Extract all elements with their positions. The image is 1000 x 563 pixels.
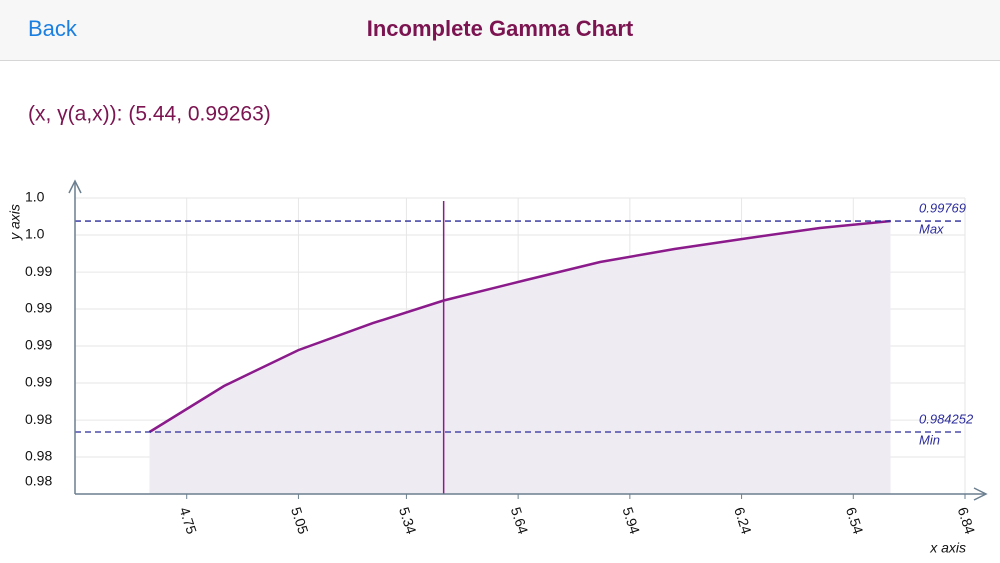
x-axis-title: x axis	[929, 540, 966, 556]
ref-label: Min	[919, 432, 940, 447]
back-button[interactable]: Back	[28, 16, 78, 41]
ref-label: Max	[919, 222, 944, 237]
ref-value: 0.984252	[919, 411, 974, 426]
x-tick-label: 5.94	[619, 505, 643, 536]
x-arrow	[973, 487, 988, 501]
y-tick-label: 1.0	[25, 189, 45, 205]
ref-value: 0.99769	[919, 201, 966, 216]
y-arrow	[68, 179, 82, 194]
nav-bar	[0, 0, 1000, 60]
y-tick-label: 1.0	[25, 226, 45, 242]
area	[149, 221, 891, 494]
y-tick-label: 0.99	[25, 374, 52, 390]
y-tick-label: 0.98	[25, 448, 52, 464]
x-tick-label: 4.75	[176, 505, 200, 536]
line	[148, 219, 891, 434]
y-tick-label: 0.99	[25, 337, 52, 353]
x-tick-label: 5.64	[508, 505, 532, 536]
x-tick-label: 6.24	[731, 505, 755, 536]
y-axis-title: y axis	[7, 204, 23, 241]
x-tick-label: 5.34	[396, 505, 420, 536]
y-tick-label: 0.98	[25, 411, 52, 427]
readout: (x, γ(a,x)): (5.44, 0.99263)	[28, 103, 271, 126]
x-tick-label: 5.05	[288, 505, 312, 536]
x-tick-label: 6.54	[843, 505, 867, 536]
y-tick-label: 0.99	[25, 300, 52, 316]
nav-title: Incomplete Gamma Chart	[367, 16, 634, 41]
y-tick-label: 0.98	[25, 473, 52, 489]
x-tick-label: 6.84	[955, 505, 979, 536]
y-tick-label: 0.99	[25, 263, 52, 279]
